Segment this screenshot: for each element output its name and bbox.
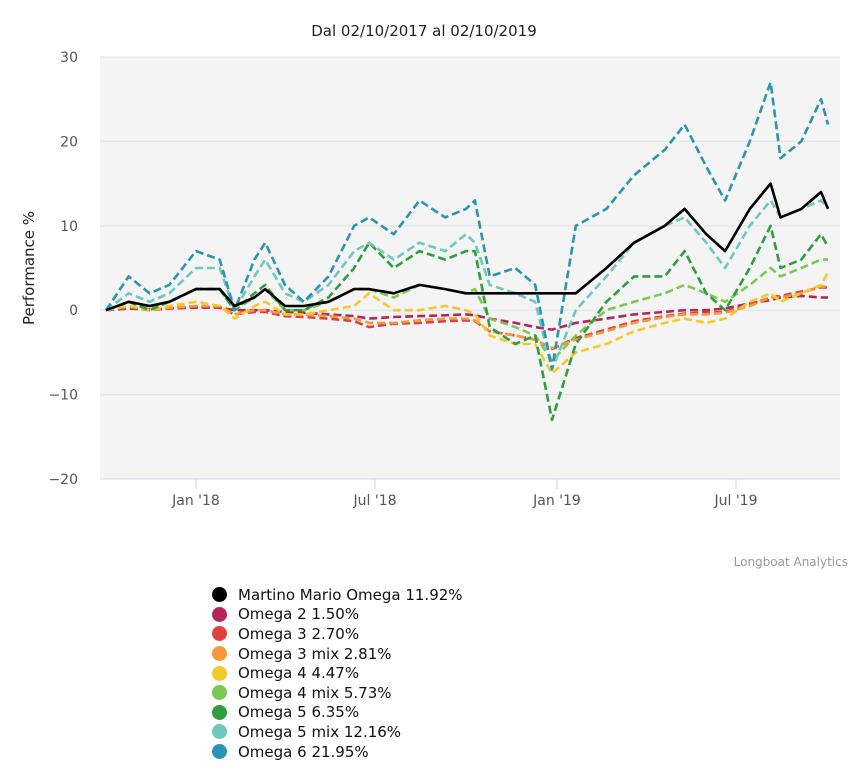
legend-label: Omega 4 4.47% bbox=[238, 664, 360, 683]
legend-label: Omega 3 2.70% bbox=[238, 624, 360, 643]
series-line-martino-mario-omega[interactable] bbox=[105, 182, 830, 312]
x-tick-label: Jan '18 bbox=[171, 493, 220, 509]
legend-marker-icon bbox=[212, 587, 227, 603]
x-tick-label: Jul '18 bbox=[353, 493, 397, 509]
legend-label: Omega 5 6.35% bbox=[238, 703, 360, 722]
series-line-omega-3-mix[interactable] bbox=[105, 285, 828, 350]
legend-item[interactable]: Omega 3 2.70% bbox=[212, 624, 463, 644]
legend-item[interactable]: Omega 5 mix 12.16% bbox=[212, 722, 463, 742]
legend-marker-icon bbox=[212, 685, 227, 701]
legend-marker-icon bbox=[212, 704, 227, 720]
legend-marker-icon bbox=[212, 665, 227, 681]
y-tick-label: −20 bbox=[48, 472, 78, 488]
y-tick-label: 10 bbox=[60, 219, 78, 235]
x-tick-label: Jul '19 bbox=[713, 493, 757, 509]
series-line-omega-5[interactable] bbox=[105, 224, 830, 422]
y-tick-label: 30 bbox=[60, 50, 78, 66]
legend-item[interactable]: Martino Mario Omega 11.92% bbox=[212, 585, 463, 605]
y-tick-label: 20 bbox=[60, 134, 78, 150]
legend-marker-icon bbox=[212, 626, 227, 642]
legend-label: Martino Mario Omega 11.92% bbox=[238, 585, 463, 604]
legend: Martino Mario Omega 11.92% Omega 2 1.50% O… bbox=[212, 585, 463, 761]
legend-item[interactable]: Omega 4 mix 5.73% bbox=[212, 683, 463, 703]
y-tick-label: −10 bbox=[48, 388, 78, 404]
legend-label: Omega 3 mix 2.81% bbox=[238, 644, 392, 663]
legend-item[interactable]: Omega 4 4.47% bbox=[212, 663, 463, 683]
performance-chart: Dal 02/10/2017 al 02/10/2019 30 20 10 0 −10 −… bbox=[20, 22, 840, 509]
legend-item[interactable]: Omega 6 21.95% bbox=[212, 742, 463, 762]
series-line-omega-2[interactable] bbox=[105, 294, 828, 331]
x-tick-label: Jan '19 bbox=[532, 493, 581, 509]
legend-marker-icon bbox=[212, 744, 227, 760]
legend-item[interactable]: Omega 2 1.50% bbox=[212, 605, 463, 625]
legend-item[interactable]: Omega 3 mix 2.81% bbox=[212, 644, 463, 664]
plot-background bbox=[100, 57, 840, 479]
legend-marker-icon bbox=[212, 646, 227, 662]
chart-title: Dal 02/10/2017 al 02/10/2019 bbox=[311, 22, 536, 40]
series-line-omega-4[interactable] bbox=[105, 271, 830, 375]
legend-label: Omega 5 mix 12.16% bbox=[238, 722, 402, 741]
legend-label: Omega 2 1.50% bbox=[238, 605, 360, 624]
credits[interactable]: Longboat Analytics bbox=[733, 555, 848, 569]
legend-item[interactable]: Omega 5 6.35% bbox=[212, 703, 463, 723]
legend-marker-icon bbox=[212, 724, 227, 740]
legend-label: Omega 4 mix 5.73% bbox=[238, 683, 392, 702]
y-axis-title: Performance % bbox=[20, 211, 38, 325]
series-line-omega-6[interactable] bbox=[104, 81, 830, 371]
legend-marker-icon bbox=[212, 606, 227, 622]
y-tick-label: 0 bbox=[69, 303, 78, 319]
legend-label: Omega 6 21.95% bbox=[238, 742, 369, 761]
